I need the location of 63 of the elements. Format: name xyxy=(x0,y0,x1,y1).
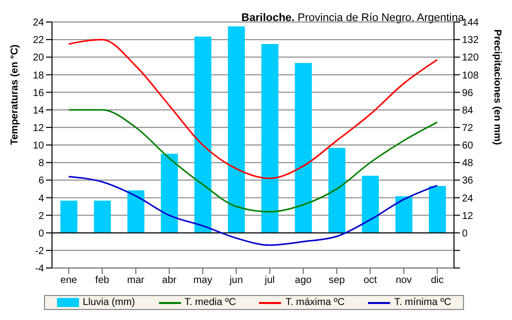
y2-tick-label: 24 xyxy=(462,193,474,204)
bar xyxy=(294,63,312,233)
y-tick-label: 14 xyxy=(32,105,44,116)
x-tick-label: sep xyxy=(328,275,346,286)
y2-tick-label: 120 xyxy=(462,52,480,64)
legend-label: T. máxima ºC xyxy=(285,297,345,308)
bar xyxy=(328,148,346,233)
x-tick-label: jun xyxy=(228,275,243,286)
y2-tick-label: 60 xyxy=(462,140,474,152)
bar xyxy=(194,36,212,233)
y-tick-label: 18 xyxy=(32,70,44,82)
y2-tick-label: 36 xyxy=(462,176,474,187)
y-tick-label: 20 xyxy=(32,52,44,64)
bar xyxy=(160,154,178,233)
bar xyxy=(228,26,245,233)
bar xyxy=(428,186,446,233)
y2-tick-label: 84 xyxy=(462,105,474,116)
y-tick-label: 0 xyxy=(38,228,44,240)
y2-tick-label: 48 xyxy=(462,158,474,170)
chart-title: Bariloche. xyxy=(241,12,295,24)
bar xyxy=(94,200,111,233)
x-tick-label: dic xyxy=(430,275,444,286)
line-series xyxy=(68,176,438,246)
y2-tick-label: 12 xyxy=(462,210,474,222)
x-tick-label: ago xyxy=(294,275,312,286)
bar xyxy=(127,190,144,233)
y-tick-label: 16 xyxy=(32,88,44,99)
bar xyxy=(261,44,278,233)
x-tick-label: oct xyxy=(364,275,378,286)
x-tick-label: may xyxy=(193,275,212,286)
line-series xyxy=(68,109,438,213)
bar xyxy=(60,200,78,233)
bar xyxy=(395,196,412,233)
x-tick-label: mar xyxy=(127,275,146,286)
x-tick-label: ene xyxy=(60,275,78,286)
y-tick-label: 4 xyxy=(38,193,44,204)
y2-tick-label: 0 xyxy=(462,228,468,240)
legend-label: T. mínima ºC xyxy=(394,297,452,308)
y-tick-label: 12 xyxy=(32,122,44,134)
y2-axis-title: Precipitaciones (en mm) xyxy=(491,29,502,145)
y2-tick-label: 72 xyxy=(462,122,474,134)
y-tick-label: -4 xyxy=(35,264,44,275)
x-tick-label: jul xyxy=(264,275,275,286)
y-tick-label: 22 xyxy=(32,35,44,46)
y2-tick-label: 132 xyxy=(462,35,480,46)
y-tick-label: 6 xyxy=(38,176,44,187)
y-tick-label: 8 xyxy=(38,158,44,170)
x-tick-label: abr xyxy=(162,275,178,286)
x-tick-label: feb xyxy=(95,275,110,286)
y2-tick-label: 108 xyxy=(462,70,480,82)
y-tick-label: 2 xyxy=(38,210,44,222)
y2-tick-label: 144 xyxy=(462,18,480,29)
y-tick-label: -2 xyxy=(35,246,44,257)
y2-tick-label: 96 xyxy=(462,88,474,99)
x-tick-label: nov xyxy=(396,275,412,286)
bar xyxy=(362,176,379,233)
line-series xyxy=(68,38,438,180)
y-tick-label: 10 xyxy=(32,140,44,152)
y-tick-label: 24 xyxy=(32,18,44,29)
legend-label: Lluvia (mm) xyxy=(82,297,135,308)
y-axis-title: Temperaturas (en °C) xyxy=(10,44,21,145)
chart-subtitle: Provincia de Río Negro, Argentina xyxy=(298,12,464,24)
legend-label: T. media ºC xyxy=(184,297,236,308)
